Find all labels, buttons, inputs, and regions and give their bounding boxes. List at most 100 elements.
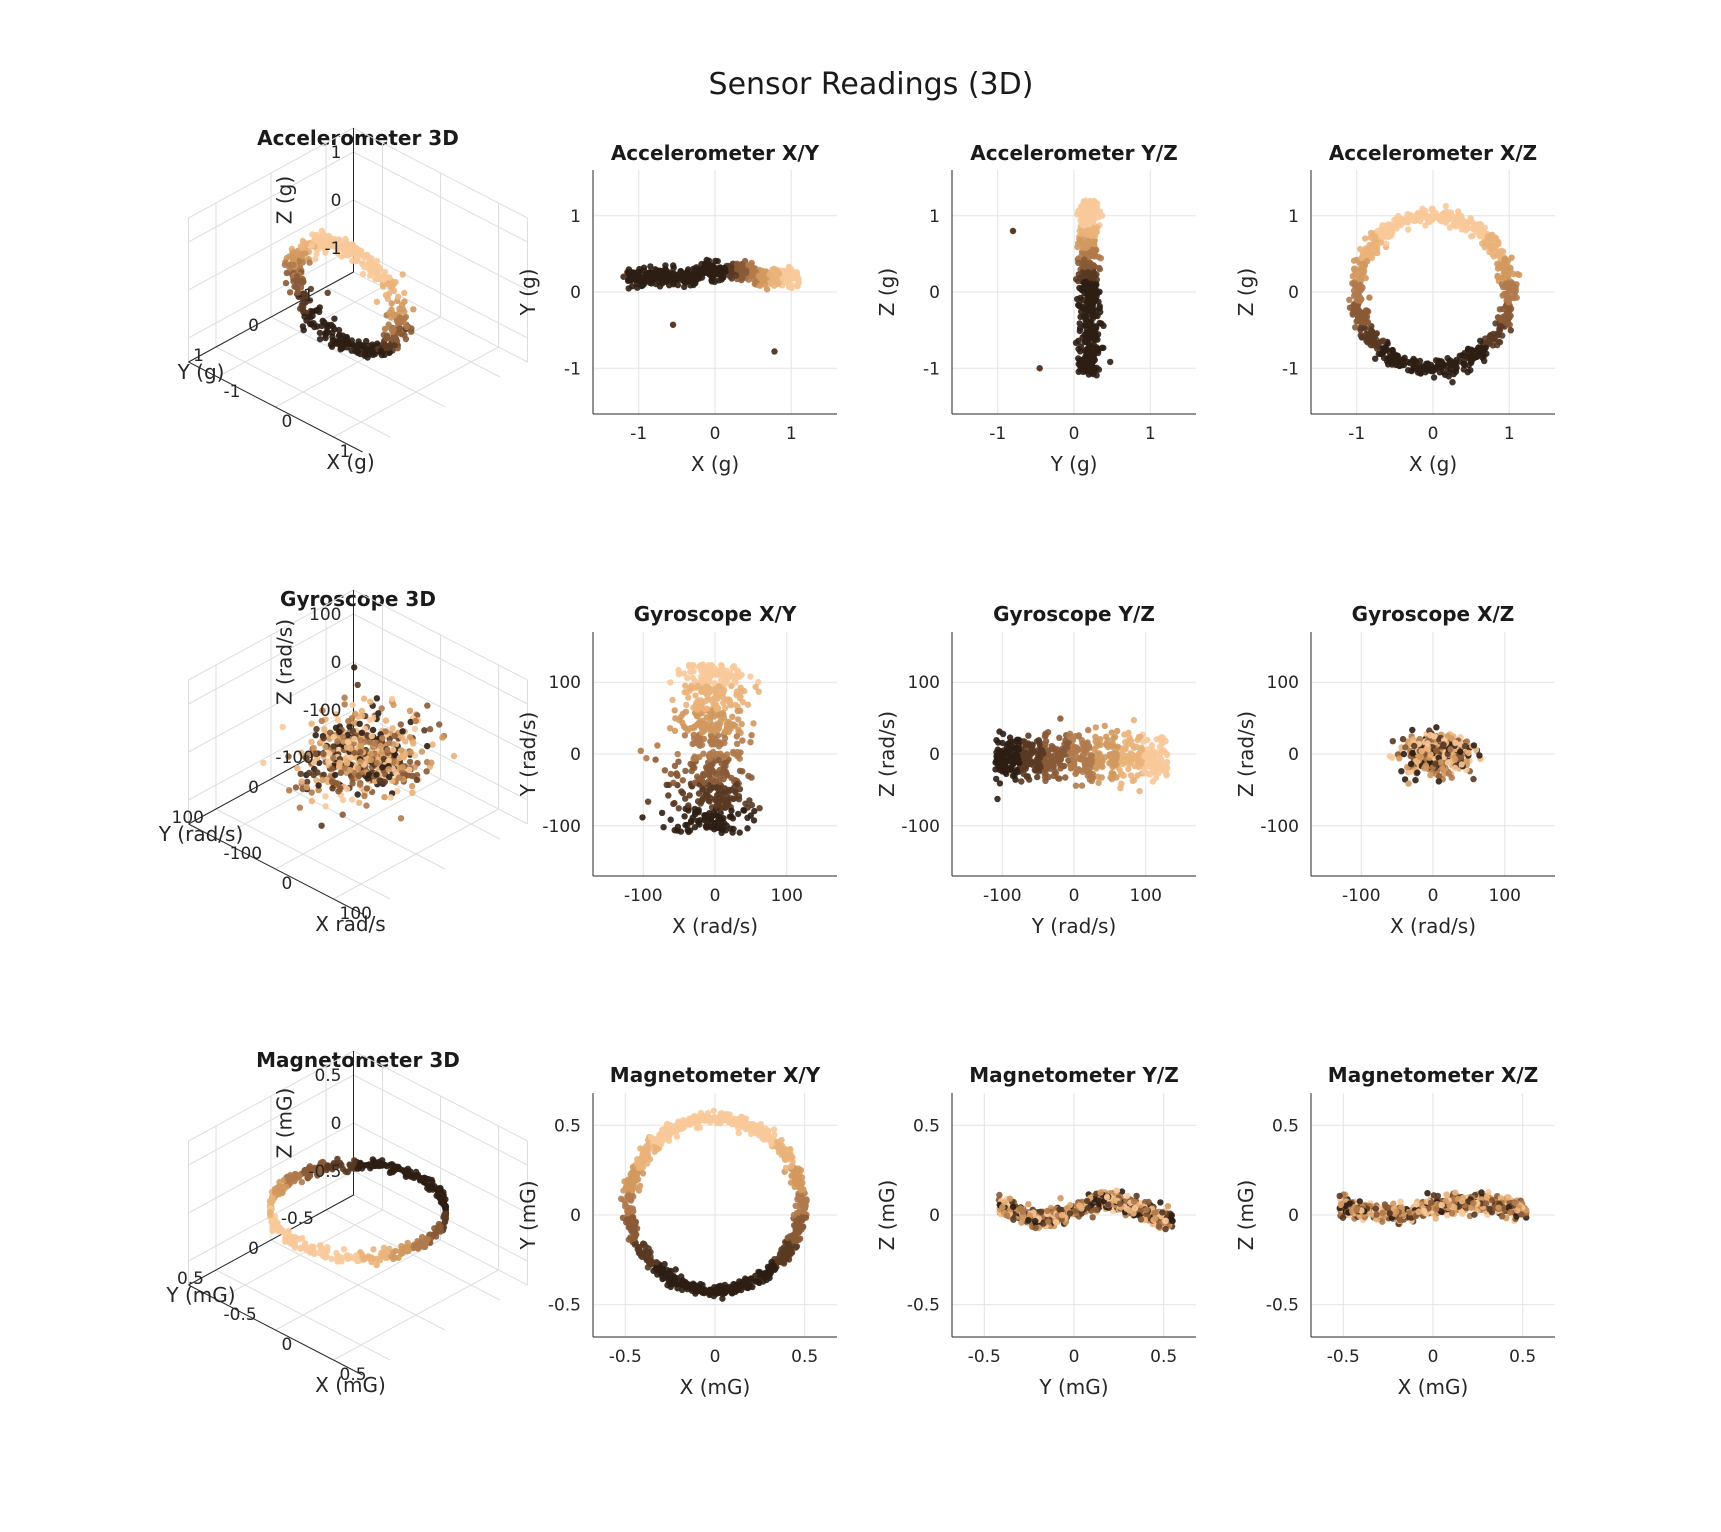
data-point (634, 270, 641, 277)
data-point (1094, 336, 1101, 343)
data-point (330, 743, 337, 750)
data-point (1427, 772, 1434, 779)
data-point (1357, 245, 1364, 253)
data-point (402, 751, 409, 758)
data-point (368, 732, 375, 740)
y-axis-label: Y (g) (516, 269, 540, 317)
data-point (327, 729, 334, 736)
data-point (315, 782, 322, 789)
data-point (1351, 307, 1358, 314)
data-point (1122, 738, 1129, 746)
data-point (381, 325, 389, 333)
data-point (1504, 309, 1511, 316)
data-point (707, 755, 714, 762)
data-point (310, 744, 317, 752)
data-point (677, 268, 684, 275)
data-point (329, 785, 336, 792)
data-point (1009, 762, 1016, 769)
x-tick-label: -1 (989, 424, 1006, 444)
data-point (349, 796, 356, 803)
y-tick-label: -1 (564, 359, 581, 379)
data-point (388, 695, 396, 703)
data-point (1086, 231, 1094, 238)
data-point (725, 724, 733, 732)
data-point (1490, 253, 1497, 260)
x-tick-label: 1 (1504, 424, 1515, 444)
data-point (735, 668, 742, 676)
data-point (297, 243, 305, 250)
scatter-series (637, 661, 763, 837)
data-point (721, 768, 729, 775)
data-point (1153, 749, 1160, 756)
data-point (1440, 741, 1447, 748)
data-point (1501, 273, 1509, 280)
x-tick-label: 0 (710, 424, 721, 444)
data-point (714, 705, 721, 713)
data-point (710, 778, 718, 786)
data-point (307, 285, 315, 293)
x-tick-label: 1 (1145, 424, 1156, 444)
data-point (1012, 776, 1019, 783)
x-tick-label: 100 (1489, 886, 1521, 906)
data-point (717, 741, 724, 748)
data-point (412, 717, 419, 725)
data-point (678, 788, 685, 795)
data-point (702, 823, 710, 830)
x-tick-label: 0 (1069, 886, 1080, 906)
data-point (695, 806, 702, 814)
data-point (1075, 368, 1082, 375)
data-point (735, 810, 742, 818)
data-point (1100, 344, 1107, 352)
data-point (1073, 276, 1080, 283)
data-point (685, 266, 692, 273)
data-point (680, 670, 688, 677)
data-point (1447, 746, 1454, 753)
data-point (379, 764, 386, 771)
data-point (680, 723, 688, 730)
data-point (1465, 749, 1472, 757)
y-axis-label: Y (rad/s) (158, 822, 244, 846)
data-point (366, 260, 373, 268)
data-point (1075, 755, 1082, 762)
data-point (1479, 226, 1487, 233)
data-point (351, 664, 358, 671)
data-point (1357, 332, 1365, 339)
data-point (1085, 321, 1092, 328)
data-point (391, 342, 398, 349)
data-point (358, 729, 366, 736)
data-point (1396, 217, 1404, 224)
data-point (1136, 787, 1143, 795)
data-point (1076, 238, 1084, 245)
data-point (1352, 324, 1359, 331)
data-point (1092, 307, 1099, 314)
grid-line-3d (188, 613, 354, 705)
data-point (1121, 744, 1129, 751)
data-point (1375, 350, 1383, 358)
data-point (1128, 738, 1135, 745)
data-point (378, 749, 385, 756)
x-tick-label: 0 (710, 886, 721, 906)
data-point (1372, 242, 1380, 250)
data-point (1000, 765, 1007, 773)
data-point (755, 678, 762, 686)
data-point (312, 750, 319, 757)
x-tick-label: 0 (282, 874, 293, 894)
data-point (1056, 775, 1063, 782)
data-point (1056, 734, 1063, 741)
data-point (316, 336, 324, 343)
data-point (304, 778, 311, 786)
grid-line-3d (270, 316, 446, 408)
data-point (996, 780, 1004, 787)
data-point (719, 709, 727, 717)
data-point (1107, 774, 1114, 781)
data-point (721, 680, 728, 687)
x-axis-label: X (g) (1409, 452, 1457, 476)
data-point (389, 746, 397, 753)
data-point (353, 255, 360, 262)
data-point (1451, 756, 1459, 763)
data-point (1076, 320, 1083, 327)
data-point (708, 661, 715, 669)
data-point (1093, 229, 1100, 236)
